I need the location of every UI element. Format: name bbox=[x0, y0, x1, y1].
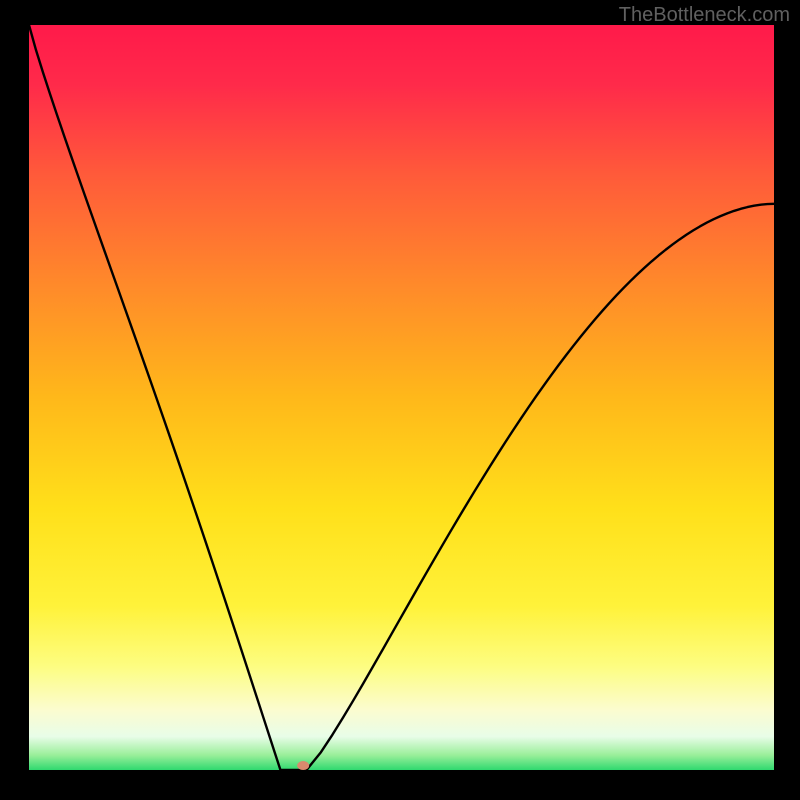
watermark-text: TheBottleneck.com bbox=[619, 4, 790, 27]
bottleneck-chart: TheBottleneck.com bbox=[0, 0, 800, 800]
chart-svg bbox=[0, 0, 800, 800]
chart-plot-background bbox=[29, 25, 774, 770]
vertex-marker bbox=[297, 761, 309, 770]
